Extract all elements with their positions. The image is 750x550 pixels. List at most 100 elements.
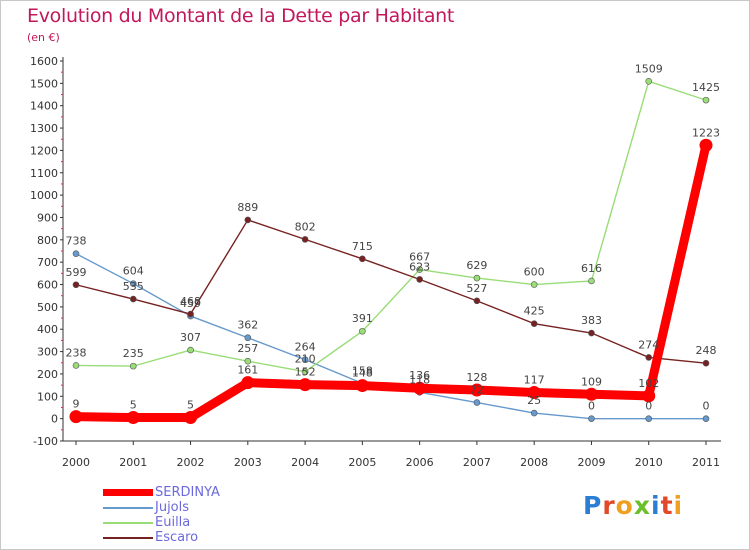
y-tick-label: 100 [37,390,58,403]
legend-swatch [103,521,153,524]
series-line-euilla [75,80,707,373]
data-label-serdinya: 109 [581,375,602,388]
data-label-jujols: 158 [352,364,373,377]
proxiti-logo: Proxiti [583,491,684,520]
y-tick-label: 300 [37,346,58,359]
data-label-jujols: 118 [409,373,430,386]
y-tick-label: 1200 [30,144,58,157]
data-label-serdinya: 5 [187,399,194,412]
data-label-serdinya: 117 [524,373,545,386]
data-label-serdinya: 102 [638,377,659,390]
y-tick-label: 600 [37,279,58,292]
data-point-jujols [244,334,252,342]
data-label-serdinya: 136 [409,369,430,382]
data-point-escaro [359,255,366,263]
data-label-serdinya: 5 [130,399,137,412]
data-point-euilla [244,357,252,365]
legend-label: Jujols [155,500,190,515]
data-point-euilla [588,277,595,285]
data-point-serdinya [584,387,598,401]
data-point-jujols [129,280,137,287]
x-tick-label: 2008 [520,456,548,469]
chart-title: Evolution du Montant de la Dette par Hab… [27,5,455,27]
data-label-euilla: 667 [409,251,430,264]
data-label-jujols: 459 [180,297,201,310]
data-point-escaro [530,320,538,327]
legend-item-escaro: Escaro [103,530,303,545]
chart-legend: SERDINYA Jujols Euilla Escaro [103,485,303,545]
data-point-serdinya [470,383,484,397]
data-point-escaro [702,359,710,367]
data-label-escaro: 889 [237,201,258,214]
data-point-euilla [416,266,423,273]
legend-item-serdinya: SERDINYA [103,485,303,500]
y-tick-label: 1600 [30,55,58,68]
y-tick-label: 1500 [30,77,58,90]
data-point-jujols [530,409,538,417]
legend-swatch [103,489,153,496]
data-point-serdinya [69,410,83,424]
data-point-serdinya [642,389,656,403]
data-label-euilla: 238 [66,346,87,359]
x-tick-label: 2009 [577,456,605,469]
data-label-escaro: 425 [524,305,545,318]
data-point-escaro [588,329,595,337]
x-tick-label: 2000 [62,456,90,469]
y-tick-label: 900 [37,211,58,224]
data-label-jujols: 0 [703,400,710,413]
data-label-jujols: 0 [588,400,595,413]
x-tick-label: 2003 [234,456,262,469]
data-point-euilla [473,274,481,282]
chart-subtitle: (en €) [27,31,60,44]
data-point-jujols [72,250,80,257]
data-label-serdinya: 152 [295,366,316,379]
data-point-escaro [301,236,309,243]
legend-swatch [103,536,153,539]
data-point-euilla [702,96,710,104]
x-tick-label: 2001 [119,456,147,469]
x-tick-label: 2004 [291,456,319,469]
data-label-euilla: 1509 [635,62,663,75]
legend-swatch [103,506,153,509]
data-point-euilla [530,281,538,288]
data-label-escaro: 623 [409,260,430,273]
x-tick-label: 2002 [177,456,205,469]
data-label-escaro: 527 [466,282,487,295]
data-point-jujols [301,356,309,363]
data-label-jujols: 604 [123,265,144,278]
x-tick-label: 2011 [692,456,720,469]
data-label-serdinya: 128 [466,371,487,384]
data-label-serdinya: 9 [73,398,80,411]
data-point-serdinya [355,379,369,393]
data-point-euilla [359,327,366,335]
data-label-euilla: 307 [180,331,201,344]
series-line-escaro [75,219,707,364]
data-label-euilla: 210 [295,353,316,366]
x-tick-label: 2005 [348,456,376,469]
x-tick-label: 2006 [406,456,434,469]
y-tick-label: 800 [37,234,58,247]
data-point-jujols [702,415,710,422]
data-point-euilla [301,368,309,376]
legend-label: Escaro [155,530,199,545]
data-point-serdinya [184,411,198,425]
data-label-jujols: 25 [527,394,541,407]
data-point-escaro [244,216,252,224]
data-point-serdinya [126,411,140,425]
data-label-escaro: 468 [180,295,201,308]
data-label-euilla: 391 [352,312,373,325]
data-point-euilla [129,362,137,370]
data-point-escaro [473,297,481,305]
data-label-escaro: 383 [581,314,602,327]
data-point-serdinya [241,376,255,390]
data-point-serdinya [699,138,713,152]
data-label-jujols: 72 [470,384,484,397]
data-point-serdinya [527,385,541,399]
data-label-euilla: 616 [581,262,602,275]
data-label-euilla: 629 [466,259,487,272]
data-point-euilla [72,362,80,369]
data-point-euilla [645,78,653,85]
data-label-jujols: 362 [237,319,258,332]
